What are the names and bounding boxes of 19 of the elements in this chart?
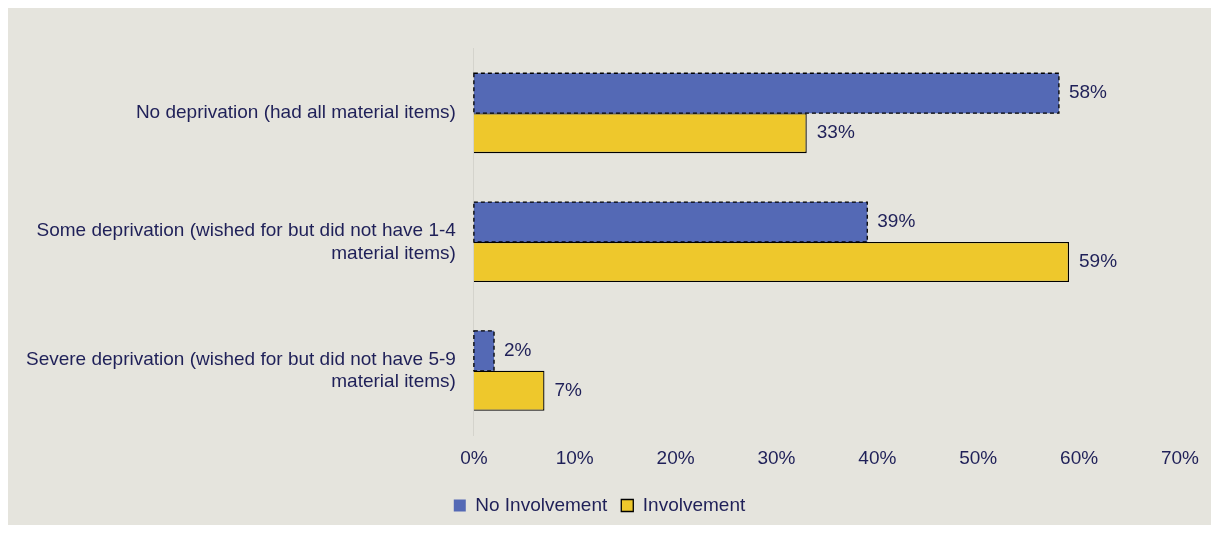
data-label: 7% <box>554 379 583 400</box>
x-tick-label: 50% <box>959 446 998 468</box>
x-tick-label: 40% <box>858 446 897 468</box>
y-tick-label: Severe deprivation (wished for but did not have 5-9 material items) <box>25 347 456 392</box>
data-label: 39% <box>877 210 916 232</box>
x-tick-label: 70% <box>1160 446 1200 468</box>
x-tick-label: 10% <box>555 446 594 468</box>
y-tick-label: No deprivation (had all material items) <box>135 101 456 123</box>
x-tick-label: 60% <box>1060 446 1099 468</box>
legend-label: Involvement <box>642 493 746 515</box>
data-label: 59% <box>1079 250 1118 272</box>
legend-label: No Involvement <box>475 493 608 515</box>
y-tick-label: Some deprivation (wished for but did not have 1-4 material items) <box>36 218 457 263</box>
data-label: 33% <box>816 121 855 143</box>
data-label: 2% <box>504 339 532 361</box>
x-tick-label: 0% <box>460 446 488 468</box>
data-label: 58% <box>1068 81 1108 103</box>
x-tick-label: 20% <box>656 446 695 468</box>
x-tick-label: 30% <box>757 446 796 468</box>
